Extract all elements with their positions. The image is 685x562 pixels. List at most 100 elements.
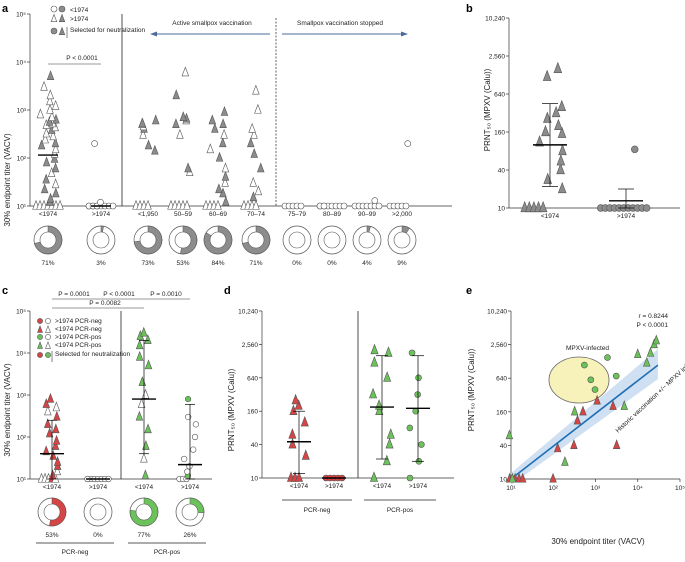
- panel-e-xtick-label: 10⁵: [675, 485, 685, 492]
- panel-a-point: [51, 137, 60, 148]
- panel-c-legend-symbol: [37, 318, 43, 324]
- panel-a-percent: 53%: [176, 260, 189, 267]
- panel-c-point: [53, 410, 61, 421]
- panel-b-point: [541, 124, 550, 137]
- panel-a-point: [297, 202, 305, 210]
- panel-a-point: [402, 202, 410, 210]
- panel-a-percent: 9%: [397, 260, 407, 267]
- panel-e-ytick-label: 160: [496, 409, 507, 416]
- panel-a-point: [139, 128, 147, 139]
- panel-a-donut-hole: [209, 231, 227, 249]
- panel-a-point: [151, 114, 160, 125]
- panel-a-point: [220, 128, 228, 139]
- panel-a-point: [42, 127, 51, 138]
- panel-a-point: [250, 128, 258, 139]
- panel-d-point: [370, 343, 379, 355]
- panel-b-point: [557, 126, 567, 138]
- panel-a-legend-sel-circle: [50, 27, 58, 35]
- panel-c-legend-3: <1974 PCR-pos: [55, 342, 102, 349]
- panel-c-point: [144, 334, 152, 344]
- panel-a-ytick-label: 10¹: [17, 204, 27, 211]
- panel-c-point: [53, 465, 62, 476]
- panel-c-ytick-label: 10⁴: [16, 351, 26, 358]
- panel-a-donut-hole: [92, 231, 110, 249]
- panel-c-point: [52, 423, 60, 434]
- panel-d-point: [289, 404, 298, 416]
- panel-a-point: [215, 183, 223, 194]
- panel-d-xtick-label: >1974: [325, 483, 344, 490]
- panel-e-xtick-label: 10¹: [506, 485, 516, 492]
- panel-a-percent: 73%: [141, 260, 154, 267]
- panel-a-legend-open-triangle: [50, 13, 58, 23]
- panel-b-xtick-label: <1974: [541, 213, 560, 220]
- panel-c-point: [184, 468, 191, 475]
- panel-c-percent: 77%: [137, 532, 150, 539]
- panel-a-percent: 71%: [41, 260, 54, 267]
- panel-e-point-green: [604, 354, 611, 361]
- panel-a-active-arrowhead: [150, 31, 157, 37]
- panel-b-point: [543, 111, 552, 123]
- panel-c-donut-hole: [89, 503, 107, 521]
- panel-b-point: [631, 145, 639, 154]
- panel-c-group-label: PCR-pos: [154, 549, 181, 556]
- panel-b-ylabel: PRNT₅₀ (MPXV (Calu)): [483, 68, 492, 151]
- panel-a-point: [50, 152, 59, 163]
- panel-a-point: [42, 156, 51, 167]
- panel-e-plot: 10 40 160 640 2,560 10,240 10¹ 10² 10³ 10⁴ 10⁵: [487, 309, 685, 493]
- panel-a-point: [51, 178, 60, 189]
- panel-a-point: [404, 140, 412, 147]
- panel-label-c: c: [2, 285, 8, 297]
- panel-d-ytick-label: 2,560: [242, 342, 259, 349]
- panel-a-point: [97, 198, 104, 206]
- panel-c-point: [135, 339, 144, 350]
- panel-e-ytick-label: 10: [500, 477, 508, 484]
- panel-a-legend-selected: Selected for neutralization: [70, 27, 146, 34]
- panel-a-point: [181, 66, 190, 77]
- panel-a-percent: 0%: [292, 260, 302, 267]
- panel-c-point: [184, 395, 192, 403]
- panel-e-fit-line: [510, 364, 659, 480]
- panel-e-ellipse-label: MPXV-infected: [566, 345, 609, 352]
- panel-a-point: [320, 202, 328, 210]
- panel-c-ytick-label: 10³: [17, 393, 27, 400]
- panel-d-point: [369, 471, 379, 482]
- panel-c-legend-symbol: [45, 341, 51, 349]
- panel-c-point: [42, 398, 50, 408]
- panel-a-donut-hole: [288, 231, 306, 249]
- panel-a-percent: 3%: [96, 260, 106, 267]
- panel-e-point-green: [652, 334, 661, 345]
- panel-c-plot: 10¹ 10² 10³ 10⁴ 10⁵ <1974 53% >1974 0% <1974 77% >1…: [16, 298, 212, 556]
- panel-a-point: [221, 170, 230, 181]
- panel-a-legend-old: <1974: [70, 7, 89, 14]
- panel-e-point-red: [612, 439, 621, 449]
- panel-a-point: [219, 137, 227, 148]
- panel-a-legend-open-circle: [50, 5, 58, 13]
- panel-b-plot: 10 40 160 640 2,560 10,240 <1974 >1974: [485, 16, 680, 220]
- panel-a-xtick-label: 50–59: [174, 211, 192, 218]
- panel-a-point: [221, 162, 230, 173]
- panel-a-percent: 4%: [362, 260, 372, 267]
- panel-b-point: [542, 69, 552, 81]
- panel-c-point: [181, 455, 188, 463]
- panel-a-point: [40, 183, 49, 194]
- panel-c-group-label: PCR-neg: [62, 549, 89, 556]
- panel-c-pvalue-1: P < 0.0001: [103, 291, 135, 298]
- panel-c-ytick-label: 10¹: [17, 477, 27, 484]
- panel-a-point: [144, 199, 152, 210]
- panel-b-point: [556, 162, 565, 175]
- panel-a-point: [144, 139, 153, 150]
- panel-b-ytick-label: 640: [494, 92, 505, 99]
- panel-a-point: [254, 103, 262, 114]
- panel-a-point: [248, 122, 256, 133]
- panel-c-legend-sel: [37, 352, 43, 358]
- panel-b-point: [558, 143, 567, 156]
- panel-a-plot: 10¹ 10² 10³ 10⁴ 10⁵ <1974 71% >1974 3% <1,950 73% 5…: [16, 5, 452, 267]
- panel-a-point: [47, 167, 56, 177]
- panel-c-point: [140, 326, 148, 337]
- panel-c-point: [137, 398, 146, 408]
- panel-a-point: [176, 128, 184, 139]
- panel-b-point: [535, 135, 544, 147]
- panel-c-xtick-label: >1974: [89, 484, 108, 491]
- panel-a-point: [208, 114, 217, 125]
- panel-a-point: [51, 162, 60, 173]
